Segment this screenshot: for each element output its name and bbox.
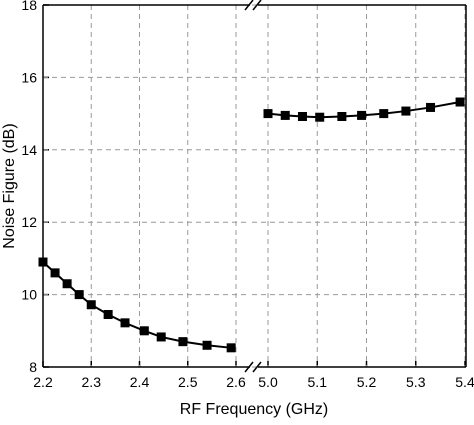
y-tick-label: 16: [21, 69, 37, 85]
x-tick-label: 2.3: [82, 374, 102, 390]
marker: [202, 340, 212, 350]
marker: [357, 110, 367, 120]
marker: [337, 111, 347, 121]
x-tick-label: 2.2: [33, 374, 53, 390]
marker: [139, 326, 149, 336]
y-tick-label: 18: [21, 0, 37, 13]
x-tick-label: 2.5: [178, 374, 198, 390]
marker: [280, 110, 290, 120]
y-tick-label: 12: [21, 214, 37, 230]
marker: [315, 112, 325, 122]
axis-frame: [42, 0, 467, 373]
marker: [120, 318, 130, 328]
marker: [226, 343, 236, 353]
x-tick-label: 5.4: [455, 374, 474, 390]
x-tick-label: 5.1: [308, 374, 328, 390]
marker: [263, 109, 273, 119]
marker: [86, 300, 96, 310]
marker: [297, 111, 307, 121]
marker: [401, 106, 411, 116]
y-tick-label: 10: [21, 287, 37, 303]
marker: [50, 268, 60, 278]
marker: [426, 102, 436, 112]
marker: [38, 257, 48, 267]
marker: [455, 97, 465, 107]
x-tick-label: 2.6: [226, 374, 246, 390]
marker: [74, 290, 84, 300]
x-tick-label: 5.0: [258, 374, 278, 390]
marker: [156, 332, 166, 342]
y-tick-label: 14: [21, 142, 37, 158]
x-tick-label: 5.3: [406, 374, 426, 390]
marker: [178, 337, 188, 347]
marker: [62, 279, 72, 289]
marker: [379, 109, 389, 119]
y-axis-label: Noise Figure (dB): [1, 123, 18, 248]
marker: [103, 310, 113, 320]
x-tick-label: 5.2: [357, 374, 377, 390]
series-line: [42, 261, 232, 349]
series-line: [267, 101, 461, 119]
y-tick-label: 8: [29, 359, 37, 375]
x-tick-label: 2.4: [130, 374, 150, 390]
x-axis-label: RF Frequency (GHz): [180, 401, 328, 418]
